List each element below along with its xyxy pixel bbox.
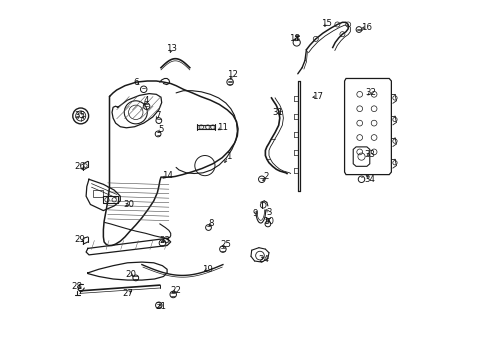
Text: 8: 8 xyxy=(208,219,214,228)
Text: 15: 15 xyxy=(321,19,331,28)
Text: 9: 9 xyxy=(252,208,258,217)
Text: 34: 34 xyxy=(364,175,374,184)
Text: 7: 7 xyxy=(155,111,161,120)
Text: 27: 27 xyxy=(122,289,133,298)
Text: 10: 10 xyxy=(263,217,274,226)
Text: 6: 6 xyxy=(133,77,138,86)
Text: 1: 1 xyxy=(225,152,230,161)
Text: 4: 4 xyxy=(143,96,149,105)
Text: 21: 21 xyxy=(155,302,166,311)
Text: 18: 18 xyxy=(288,34,299,43)
Text: 3: 3 xyxy=(265,208,271,217)
Text: 35: 35 xyxy=(74,112,85,120)
Text: 28: 28 xyxy=(71,282,82,291)
Text: 29: 29 xyxy=(74,235,85,244)
Text: 19: 19 xyxy=(202,265,213,274)
Text: 32: 32 xyxy=(364,88,375,97)
Text: 11: 11 xyxy=(216,123,227,132)
Text: 5: 5 xyxy=(158,125,163,134)
Text: 33: 33 xyxy=(364,150,374,158)
Text: 14: 14 xyxy=(161,171,172,180)
Text: 22: 22 xyxy=(169,287,181,295)
Text: 23: 23 xyxy=(159,236,170,245)
Text: 31: 31 xyxy=(271,108,283,117)
Text: 2: 2 xyxy=(263,172,268,181)
Text: 13: 13 xyxy=(166,44,177,53)
Text: 20: 20 xyxy=(125,270,136,279)
Text: 17: 17 xyxy=(311,92,322,101)
Text: 25: 25 xyxy=(220,240,231,249)
Text: 12: 12 xyxy=(227,71,238,79)
Text: 24: 24 xyxy=(258,255,269,264)
Text: 16: 16 xyxy=(361,22,372,31)
Text: 26: 26 xyxy=(74,162,85,171)
Text: 30: 30 xyxy=(123,200,134,209)
